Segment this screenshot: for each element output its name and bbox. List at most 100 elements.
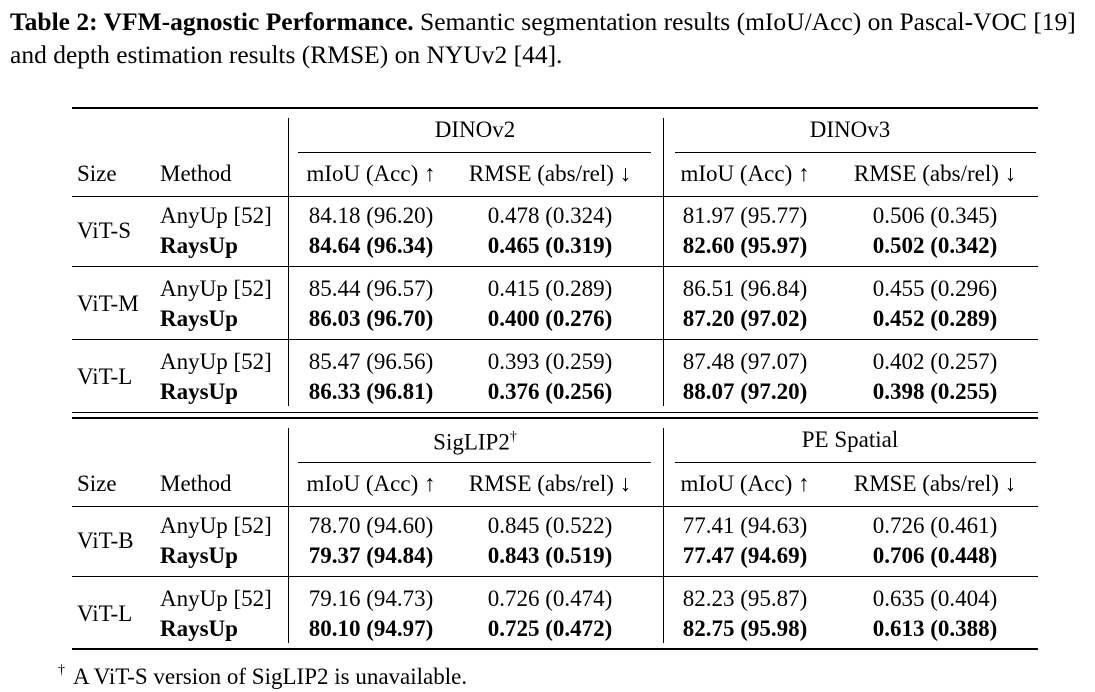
method-name: AnyUp [52] bbox=[160, 513, 272, 538]
table-cell: 0.415 (0.289) bbox=[487, 276, 613, 301]
method-name: RaysUp bbox=[160, 233, 238, 258]
column-divider bbox=[288, 118, 289, 406]
table-cell: 0.502 (0.342) bbox=[872, 233, 998, 258]
table-cell: 81.97 (95.77) bbox=[682, 203, 808, 228]
table-cell: 0.400 (0.276) bbox=[487, 306, 613, 331]
column-header: Method bbox=[160, 161, 232, 186]
method-name: AnyUp [52] bbox=[160, 349, 272, 374]
group-name: DINOv2 bbox=[434, 117, 516, 142]
group-name: SigLIP2 bbox=[433, 429, 510, 455]
table-cell: 84.18 (96.20) bbox=[308, 203, 434, 228]
table-cell: 0.452 (0.289) bbox=[872, 306, 998, 331]
column-header: Size bbox=[77, 161, 117, 186]
table-cell: 0.402 (0.257) bbox=[872, 349, 998, 374]
table-cell: 0.613 (0.388) bbox=[872, 616, 998, 641]
column-divider bbox=[288, 428, 289, 643]
table-cell: 78.70 (94.60) bbox=[308, 513, 434, 538]
caption-text: Semantic segmentation results (mIoU/Acc)… bbox=[10, 7, 1076, 69]
column-divider bbox=[663, 428, 664, 643]
footnote: † A ViT-S version of SigLIP2 is unavailab… bbox=[58, 656, 467, 692]
column-header: Method bbox=[160, 471, 232, 496]
column-header: mIoU (Acc) ↑ bbox=[306, 471, 436, 496]
table-cell: 0.845 (0.522) bbox=[487, 513, 613, 538]
table-cell: 82.60 (95.97) bbox=[682, 233, 808, 258]
size-label: ViT-B bbox=[77, 528, 134, 553]
caption-label: Table 2: VFM-agnostic Performance. bbox=[10, 7, 414, 36]
table-cell: 0.706 (0.448) bbox=[872, 543, 998, 568]
table-cell: 87.48 (97.07) bbox=[682, 349, 808, 374]
table-cell: 87.20 (97.02) bbox=[682, 306, 808, 331]
table-cell: 85.44 (96.57) bbox=[308, 276, 434, 301]
column-header: RMSE (abs/rel) ↓ bbox=[468, 161, 632, 186]
rule bbox=[72, 575, 1038, 577]
method-name: AnyUp [52] bbox=[160, 276, 272, 301]
table-cell: 77.41 (94.63) bbox=[682, 513, 808, 538]
table-cell: 0.376 (0.256) bbox=[487, 379, 613, 404]
column-header: Size bbox=[77, 471, 117, 496]
column-header: mIoU (Acc) ↑ bbox=[680, 161, 810, 186]
group-header: DINOv2 bbox=[435, 117, 516, 143]
column-header: RMSE (abs/rel) ↓ bbox=[853, 161, 1017, 186]
rule bbox=[72, 411, 1038, 413]
table-cell: 0.398 (0.255) bbox=[872, 379, 998, 404]
size-label: ViT-S bbox=[77, 218, 132, 243]
column-header: RMSE (abs/rel) ↓ bbox=[468, 471, 632, 496]
column-header: RMSE (abs/rel) ↓ bbox=[853, 471, 1017, 496]
table-cell: 86.33 (96.81) bbox=[308, 379, 434, 404]
method-name: AnyUp [52] bbox=[160, 203, 272, 228]
column-header: mIoU (Acc) ↑ bbox=[306, 161, 436, 186]
group-name: DINOv3 bbox=[809, 117, 891, 142]
method-name: RaysUp bbox=[160, 616, 238, 641]
size-label: ViT-L bbox=[77, 601, 133, 626]
table-cell: 80.10 (94.97) bbox=[308, 616, 434, 641]
method-name: RaysUp bbox=[160, 306, 238, 331]
table-cell: 0.726 (0.461) bbox=[872, 513, 998, 538]
table-cell: 0.725 (0.472) bbox=[487, 616, 613, 641]
rule bbox=[72, 505, 1038, 507]
group-header: SigLIP2† bbox=[433, 425, 517, 456]
rule bbox=[72, 417, 1038, 419]
table-cell: 0.726 (0.474) bbox=[487, 586, 613, 611]
method-name: AnyUp [52] bbox=[160, 586, 272, 611]
table-cell: 85.47 (96.56) bbox=[308, 349, 434, 374]
table-cell: 79.16 (94.73) bbox=[308, 586, 434, 611]
rule bbox=[298, 151, 651, 153]
table-cell: 0.635 (0.404) bbox=[872, 586, 998, 611]
rule bbox=[298, 461, 651, 463]
table-cell: 86.03 (96.70) bbox=[308, 306, 434, 331]
rule bbox=[72, 265, 1038, 267]
table-cell: 86.51 (96.84) bbox=[682, 276, 808, 301]
group-header: PE Spatial bbox=[802, 427, 898, 453]
table-cell: 0.393 (0.259) bbox=[487, 349, 613, 374]
table-cell: 0.506 (0.345) bbox=[872, 203, 998, 228]
footnote-text: A ViT-S version of SigLIP2 is unavailabl… bbox=[73, 664, 468, 689]
rule bbox=[72, 195, 1038, 197]
rule bbox=[72, 106, 1038, 110]
rule bbox=[72, 647, 1038, 651]
size-label: ViT-M bbox=[77, 291, 139, 316]
table-cell: 0.478 (0.324) bbox=[487, 203, 613, 228]
method-name: RaysUp bbox=[160, 379, 238, 404]
size-label: ViT-L bbox=[77, 364, 133, 389]
group-header: DINOv3 bbox=[810, 117, 891, 143]
table-cell: 84.64 (96.34) bbox=[308, 233, 434, 258]
column-divider bbox=[663, 118, 664, 406]
table-cell: 79.37 (94.84) bbox=[308, 543, 434, 568]
group-name: PE Spatial bbox=[801, 427, 899, 452]
rule bbox=[72, 338, 1038, 340]
table-cell: 0.465 (0.319) bbox=[487, 233, 613, 258]
table-cell: 0.455 (0.296) bbox=[872, 276, 998, 301]
method-name: RaysUp bbox=[160, 543, 238, 568]
caption: Table 2: VFM-agnostic Performance. Seman… bbox=[10, 5, 1090, 71]
rule bbox=[675, 151, 1036, 153]
table-cell: 82.75 (95.98) bbox=[682, 616, 808, 641]
table-cell: 77.47 (94.69) bbox=[682, 543, 808, 568]
rule bbox=[675, 461, 1036, 463]
footnote-mark: † bbox=[58, 663, 65, 678]
table-cell: 88.07 (97.20) bbox=[682, 379, 808, 404]
table-cell: 82.23 (95.87) bbox=[682, 586, 808, 611]
column-header: mIoU (Acc) ↑ bbox=[680, 471, 810, 496]
group-mark: † bbox=[509, 429, 517, 445]
